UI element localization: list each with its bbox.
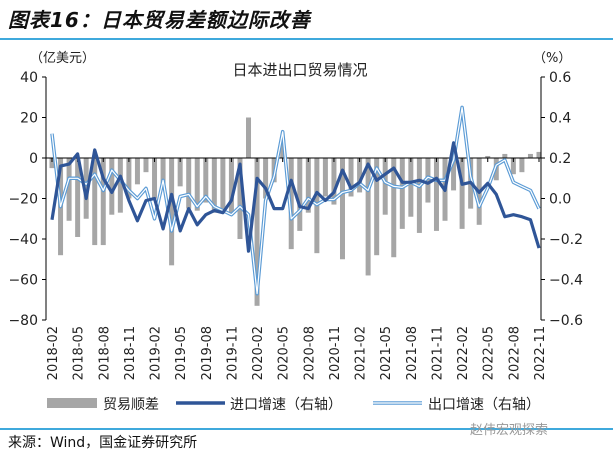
left-tick-label: −80 [8, 313, 38, 329]
bar-trade-surplus [348, 158, 354, 197]
right-tick-label: 0.0 [549, 192, 571, 208]
bar-trade-surplus [117, 158, 123, 213]
bar-trade-surplus [305, 158, 311, 213]
bar-trade-surplus [527, 153, 533, 158]
bar-trade-surplus [92, 158, 98, 246]
x-tick-label: 2022-05 [482, 326, 497, 380]
x-tick-label: 2018-11 [123, 326, 138, 380]
bar-trade-surplus [100, 158, 106, 246]
x-tick-label: 2021-02 [354, 326, 369, 380]
bar-trade-surplus [519, 158, 525, 173]
right-axis-unit: （%） [533, 51, 571, 66]
x-tick-label: 2018-05 [72, 326, 87, 380]
bar-trade-surplus [416, 158, 422, 233]
bar-trade-surplus [433, 158, 439, 231]
bar-trade-surplus [459, 158, 465, 229]
header-divider [0, 38, 613, 40]
bar-trade-surplus [152, 158, 158, 199]
watermark: 赵伟宏观探索 [470, 423, 549, 438]
legend-label-import: 进口增速（右轴） [230, 397, 342, 413]
x-tick-label: 2019-11 [225, 326, 240, 380]
bar-trade-surplus [228, 158, 234, 215]
left-tick-label: 20 [20, 111, 38, 127]
line-import-growth [50, 141, 541, 253]
x-tick-label: 2021-11 [430, 326, 445, 380]
bar-trade-surplus [109, 158, 115, 215]
bar-trade-surplus [83, 158, 89, 219]
bar-trade-surplus [160, 158, 166, 189]
x-tick-label: 2021-05 [379, 326, 394, 380]
bar-trade-surplus [220, 158, 226, 213]
right-tick-label: −0.4 [549, 273, 583, 289]
bar-trade-surplus [510, 158, 516, 175]
bar-trade-surplus [339, 158, 345, 260]
left-tick-label: 0 [29, 151, 38, 167]
right-tick-label: −0.2 [549, 232, 583, 248]
bar-trade-surplus [49, 158, 55, 169]
bar-trade-surplus [408, 158, 414, 217]
x-tick-label: 2020-05 [277, 326, 292, 380]
right-tick-label: 0.4 [549, 111, 571, 127]
bar-trade-surplus [66, 158, 72, 221]
bar-trade-surplus [502, 153, 508, 158]
bar-trade-surplus [169, 158, 175, 266]
bar-trade-surplus [451, 158, 457, 191]
bar-trade-surplus [237, 158, 243, 239]
bar-trade-surplus [357, 158, 363, 193]
bar-trade-surplus [134, 158, 140, 185]
x-tick-label: 2022-11 [533, 326, 548, 380]
bar-trade-surplus [374, 158, 380, 256]
bar-trade-surplus [126, 158, 132, 199]
x-tick-label: 2022-02 [456, 326, 471, 380]
legend-label-trade-surplus: 贸易顺差 [103, 397, 159, 413]
bar-trade-surplus [485, 155, 491, 158]
x-tick-label: 2020-02 [251, 326, 266, 380]
right-tick-label: −0.6 [549, 313, 583, 329]
x-tick-label: 2022-08 [507, 326, 522, 380]
x-tick-label: 2021-08 [405, 326, 420, 380]
bar-trade-surplus [186, 158, 192, 209]
x-tick-label: 2019-08 [200, 326, 215, 380]
bar-trade-surplus [143, 158, 149, 173]
bar-trade-surplus [331, 158, 337, 205]
bar-trade-surplus [203, 158, 209, 203]
bar-trade-surplus [399, 158, 405, 229]
x-tick-label: 2018-08 [97, 326, 112, 380]
source-note: 来源：Wind，国金证券研究所 [8, 435, 198, 451]
bar-trade-surplus [254, 158, 260, 306]
bar-trade-surplus [425, 158, 431, 203]
bar-trade-surplus [211, 158, 217, 213]
bar-trade-surplus [365, 158, 371, 276]
footer-divider [0, 428, 613, 430]
figure-title: 图表16：日本贸易差额边际改善 [8, 8, 311, 32]
right-tick-label: 0.2 [549, 151, 571, 167]
left-tick-label: −20 [8, 192, 38, 208]
left-tick-label: −40 [8, 232, 38, 248]
bar-trade-surplus [177, 158, 183, 187]
bar-trade-surplus [75, 158, 81, 237]
chart-title: 日本进出口贸易情况 [232, 61, 367, 79]
legend-label-export: 出口增速（右轴） [428, 397, 540, 413]
bar-trade-surplus [194, 158, 200, 211]
x-tick-label: 2020-11 [328, 326, 343, 380]
bar-trade-surplus [263, 158, 269, 199]
bar-trade-surplus [536, 151, 542, 158]
left-axis-unit: （亿美元） [30, 51, 95, 66]
x-tick-label: 2019-02 [149, 326, 164, 380]
bar-trade-surplus [391, 158, 397, 258]
bar-trade-surplus [246, 117, 252, 158]
right-tick-label: 0.6 [549, 70, 571, 86]
bar-trade-surplus [297, 158, 303, 231]
legend-swatch-bar [47, 398, 97, 408]
line-export-growth-inner [51, 106, 540, 295]
left-tick-label: −60 [8, 273, 38, 289]
left-tick-label: 40 [20, 70, 38, 86]
legend: 贸易顺差 进口增速（右轴） 出口增速（右轴） [47, 397, 540, 413]
x-tick-label: 2018-02 [46, 326, 61, 380]
x-tick-label: 2020-08 [302, 326, 317, 380]
bar-trade-surplus [322, 158, 328, 197]
x-tick-label: 2019-05 [174, 326, 189, 380]
bar-trade-surplus [382, 158, 388, 215]
